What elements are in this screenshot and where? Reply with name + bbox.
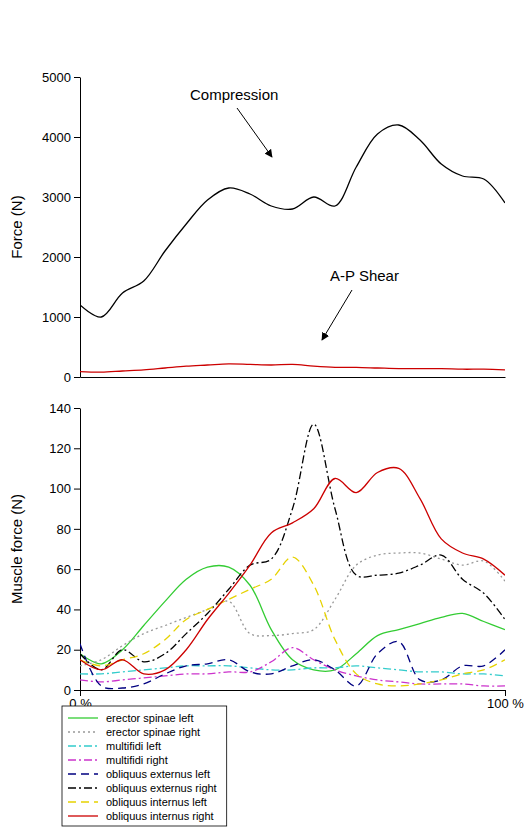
- annotation: A-P Shear: [330, 267, 399, 284]
- tick-mark: [80, 690, 81, 696]
- y-axis: 0 1000 2000 3000 4000 5000: [42, 70, 80, 385]
- legend-swatch: [68, 815, 98, 816]
- tick-label: 3000: [42, 190, 71, 205]
- tick: 60: [57, 562, 80, 577]
- tick: 100: [49, 481, 80, 496]
- axis-title: Muscle force (N): [8, 494, 25, 604]
- tick-label: 1000: [42, 310, 71, 325]
- axis-title: Force (N): [8, 195, 25, 258]
- annotation: Compression: [190, 86, 278, 103]
- tick-mark: [505, 690, 506, 696]
- tick-label: 100: [49, 481, 71, 496]
- legend-swatch: [68, 745, 98, 746]
- tick-mark: [74, 569, 80, 570]
- series-line: [80, 125, 505, 317]
- tick-mark: [74, 650, 80, 651]
- tick-mark: [74, 257, 80, 258]
- tick-mark: [74, 197, 80, 198]
- tick-label: 140: [49, 401, 71, 416]
- series-line: [80, 424, 505, 670]
- tick: 40: [57, 602, 80, 617]
- tick: 3000: [42, 190, 80, 205]
- tick: 140: [49, 401, 80, 416]
- series-line: [80, 553, 505, 666]
- tick-label: 60: [57, 562, 71, 577]
- series-line: [80, 364, 505, 372]
- tick-label: 2000: [42, 250, 71, 265]
- tick-mark: [74, 317, 80, 318]
- tick-label: 100 %: [487, 696, 524, 711]
- tick-mark: [74, 137, 80, 138]
- tick-mark: [74, 408, 80, 409]
- series-line: [80, 557, 505, 686]
- tick: 80: [57, 522, 80, 537]
- legend-swatch: [68, 801, 98, 802]
- axis-line: [81, 377, 506, 378]
- tick-mark: [74, 489, 80, 490]
- tick-label: 20: [57, 642, 71, 657]
- tick: 5000: [42, 70, 80, 85]
- tick-label: 120: [49, 441, 71, 456]
- legend-swatch: [68, 717, 98, 718]
- tick-mark: [74, 609, 80, 610]
- chart: 0 1000 2000 3000 4000 5000 Force (N) Compressio…: [8, 70, 506, 385]
- x-axis: [81, 377, 506, 378]
- plot-area: [80, 424, 505, 689]
- tick: 120: [49, 441, 80, 456]
- tick-label: 5000: [42, 70, 71, 85]
- legend-swatch: [68, 759, 98, 760]
- legend-swatch: [68, 787, 98, 788]
- legend-swatch: [68, 773, 98, 774]
- tick-mark: [74, 448, 80, 449]
- legend-label: obliquus externus right: [106, 782, 217, 794]
- axis-line: [80, 409, 81, 691]
- tick: 2000: [42, 250, 80, 265]
- legend-label: obliquus externus left: [106, 768, 210, 780]
- tick-mark: [74, 690, 80, 691]
- axis-line: [80, 78, 81, 378]
- series-line: [80, 641, 505, 688]
- legend-label: obliquus internus right: [106, 810, 214, 822]
- annotation-arrow: [322, 290, 352, 340]
- legend-label: multifidi right: [106, 754, 168, 766]
- legend-box: [62, 706, 227, 826]
- legend: erector spinae left erector spinae right m…: [62, 706, 227, 826]
- chart: 0204060801001201400 %100 %Muscle force (…: [8, 401, 524, 826]
- legend-swatch: [68, 731, 98, 732]
- legend-label: obliquus internus left: [106, 796, 207, 808]
- axis-line: [81, 690, 506, 691]
- tick-mark: [74, 377, 80, 378]
- figure: 0 1000 2000 3000 4000 5000 Force (N) Compressio…: [0, 0, 532, 840]
- tick-label: 80: [57, 522, 71, 537]
- tick: 0: [64, 370, 80, 385]
- series-line: [80, 566, 505, 672]
- y-axis: 020406080100120140: [49, 401, 80, 698]
- series-line: [80, 467, 505, 674]
- tick: 4000: [42, 130, 80, 145]
- tick-mark: [74, 77, 80, 78]
- tick: 20: [57, 642, 80, 657]
- plot-area: [80, 125, 505, 372]
- tick: 100 %: [487, 690, 524, 711]
- legend-label: erector spinae right: [106, 726, 200, 738]
- legend-label: multifidi left: [106, 740, 161, 752]
- legend-label: erector spinae left: [106, 712, 193, 724]
- tick-label: 4000: [42, 130, 71, 145]
- tick-label: 40: [57, 602, 71, 617]
- tick-mark: [74, 529, 80, 530]
- tick: 1000: [42, 310, 80, 325]
- annotation-arrow: [237, 108, 272, 157]
- tick-label: 0: [64, 370, 71, 385]
